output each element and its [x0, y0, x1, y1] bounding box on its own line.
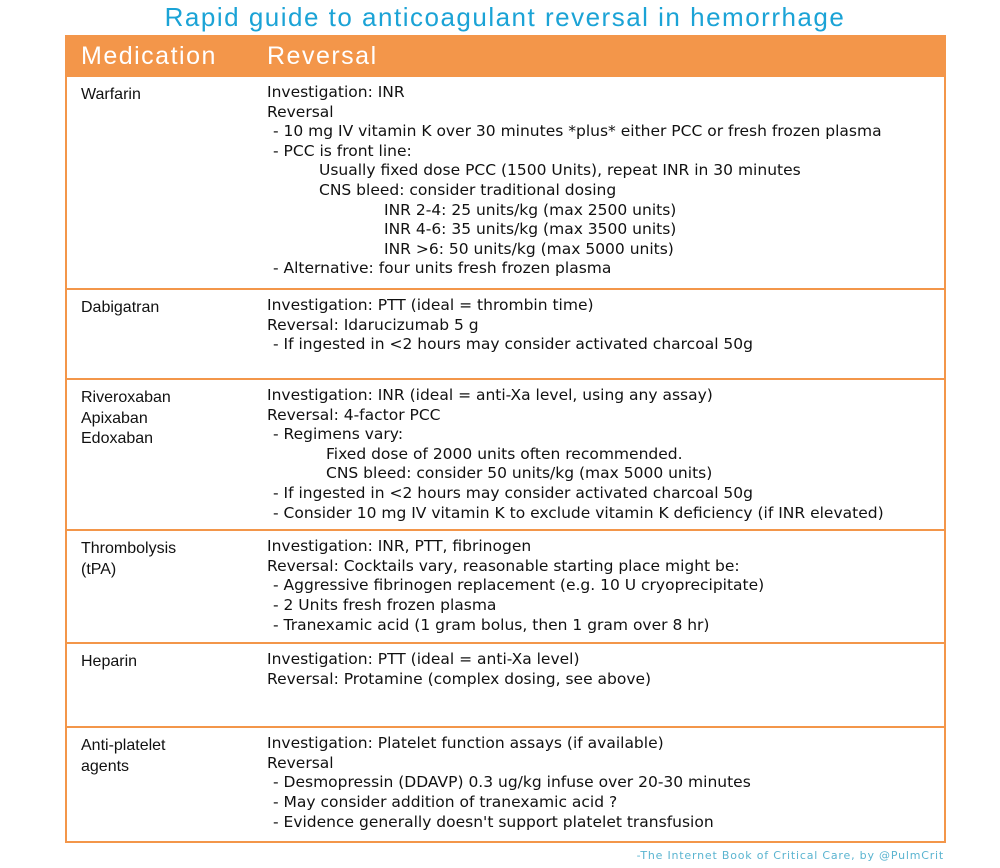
table-header: Medication Reversal [67, 35, 944, 77]
header-medication: Medication [81, 41, 217, 70]
reversal-line: Fixed dose of 2000 units often recommend… [326, 444, 683, 463]
reversal-line: CNS bleed: consider 50 units/kg (max 500… [326, 464, 713, 483]
reversal-line: - If ingested in <2 hours may consider a… [273, 335, 753, 354]
medication-cell: Anti-platelet agents [67, 728, 267, 841]
table-row: Warfarin Investigation: INR Reversal - 10 m… [67, 77, 944, 288]
reversal-line: - May consider addition of tranexamic ac… [273, 792, 618, 811]
reversal-line: - Regimens vary: [273, 425, 404, 444]
medication-cell: Thrombolysis (tPA) [67, 531, 267, 642]
reversal-line: Investigation: INR (ideal = anti-Xa leve… [267, 386, 713, 404]
reversal-line: Reversal: Protamine (complex dosing, see… [267, 669, 652, 688]
reversal-line: INR >6: 50 units/kg (max 5000 units) [384, 239, 674, 258]
reversal-line: INR 4-6: 35 units/kg (max 3500 units) [384, 220, 677, 239]
medication-name: Warfarin [81, 86, 141, 103]
medication-name: agents [81, 757, 130, 775]
reversal-line: - Evidence generally doesn't support pla… [273, 812, 714, 831]
reversal-line: INR 2-4: 25 units/kg (max 2500 units) [384, 200, 677, 219]
reversal-line: Reversal: 4-factor PCC [267, 405, 441, 424]
reversal-line: - Desmopressin (DDAVP) 0.3 ug/kg infuse … [273, 773, 751, 792]
reversal-line: Investigation: PTT (ideal = anti-Xa leve… [267, 650, 580, 669]
medication-name: (tPA) [81, 560, 117, 578]
reversal-cell: Investigation: Platelet function assays … [267, 728, 751, 841]
reversal-line: - Alternative: four units fresh frozen p… [273, 259, 612, 278]
reversal-line: - Tranexamic acid (1 gram bolus, then 1 … [273, 615, 710, 634]
reversal-line: Reversal: Idarucizumab 5 g [267, 315, 479, 334]
medication-name: Anti-platelet [81, 737, 166, 755]
reversal-line: - If ingested in <2 hours may consider a… [273, 483, 753, 502]
credit: -The Internet Book of Critical Care, by … [636, 849, 944, 862]
medication-cell: Warfarin [67, 77, 267, 288]
medication-cell: Heparin [67, 644, 267, 726]
medication-name: Thrombolysis [81, 540, 177, 558]
reversal-line: CNS bleed: consider traditional dosing [319, 180, 617, 199]
medication-cell: Dabigatran [67, 290, 267, 378]
reversal-line: Investigation: INR, PTT, fibrinogen [267, 537, 532, 556]
reversal-line: Reversal [267, 753, 334, 772]
medication-cell: Riveroxaban Apixaban Edoxaban [67, 380, 267, 529]
table-row: Anti-platelet agents Investigation: Platel… [67, 726, 944, 841]
reversal-cell: Investigation: INR, PTT, fibrinogen Rever… [267, 531, 764, 642]
medication-name: Edoxaban [81, 430, 154, 447]
reversal-line: - Aggressive fibrinogen replacement (e.g… [273, 576, 765, 595]
medication-name: Riveroxaban [81, 389, 171, 406]
table-row: Heparin Investigation: PTT (ideal = anti-… [67, 642, 944, 726]
medication-name: Apixaban [81, 409, 148, 427]
reversal-table: Medication Reversal Warfarin Investigatio… [65, 35, 946, 844]
table-row: Riveroxaban Apixaban Edoxaban Investigation… [67, 378, 944, 529]
reversal-line: Investigation: Platelet function assays … [267, 734, 664, 753]
reversal-line: Usually fixed dose PCC (1500 Units), rep… [319, 161, 801, 180]
reversal-cell: Investigation: INR Reversal - 10 mg IV vit… [267, 77, 882, 288]
reversal-line: Reversal: Cocktails vary, reasonable sta… [267, 556, 740, 575]
table-row: Dabigatran Investigation: PTT (ideal = th… [67, 288, 944, 378]
reversal-line: Investigation: INR [267, 83, 405, 101]
reversal-line: - 2 Units fresh frozen plasma [273, 595, 497, 614]
reversal-line: Reversal [267, 102, 334, 121]
reversal-line: Investigation: PTT (ideal = thrombin tim… [267, 296, 594, 314]
reversal-cell: Investigation: INR (ideal = anti-Xa leve… [267, 380, 884, 529]
reversal-cell: Investigation: PTT (ideal = anti-Xa leve… [267, 644, 651, 726]
table-row: Thrombolysis (tPA) Investigation: INR, PTT… [67, 529, 944, 642]
header-reversal: Reversal [267, 41, 378, 70]
medication-name: Dabigatran [81, 299, 160, 316]
reversal-line: - Consider 10 mg IV vitamin K to exclude… [273, 503, 884, 522]
medication-name: Heparin [81, 653, 138, 671]
reversal-cell: Investigation: PTT (ideal = thrombin tim… [267, 290, 753, 378]
reversal-line: - PCC is front line: [273, 141, 412, 160]
reversal-line: - 10 mg IV vitamin K over 30 minutes *pl… [273, 122, 882, 141]
page-title: Rapid guide to anticoagulant reversal in… [164, 2, 846, 32]
